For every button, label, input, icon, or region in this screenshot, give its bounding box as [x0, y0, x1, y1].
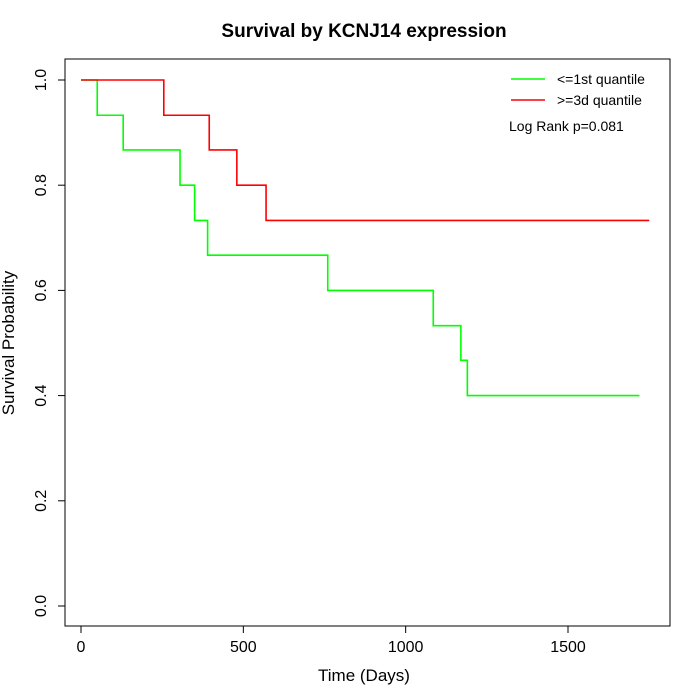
x-tick-label: 0: [77, 639, 86, 656]
y-tick-label: 0.4: [33, 384, 50, 406]
x-tick-label: 1000: [388, 639, 424, 656]
series-line-1: [81, 79, 640, 397]
x-tick-label: 1500: [550, 639, 586, 656]
legend-label-1: <=1st quantile: [557, 71, 645, 87]
x-tick-label: 500: [230, 639, 257, 656]
y-tick-label: 0.0: [33, 595, 50, 617]
legend: <=1st quantile >=3d quantile: [511, 71, 645, 108]
log-rank-annotation: Log Rank p=0.081: [509, 118, 624, 134]
survival-curves: [81, 79, 650, 397]
chart-title: Survival by KCNJ14 expression: [221, 21, 506, 42]
y-tick-label: 0.2: [33, 490, 50, 512]
x-axis: 0 500 1000 1500: [77, 625, 586, 656]
y-tick-label: 0.6: [33, 279, 50, 301]
y-axis-label: Survival Probability: [0, 270, 18, 415]
x-axis-label: Time (Days): [318, 666, 410, 685]
legend-label-2: >=3d quantile: [557, 92, 642, 108]
y-axis: 0.0 0.2 0.4 0.6 0.8 1.0: [33, 69, 66, 617]
y-tick-label: 1.0: [33, 69, 50, 91]
plot-frame: [64, 58, 671, 627]
series-line-2: [81, 79, 650, 222]
y-tick-label: 0.8: [33, 174, 50, 196]
